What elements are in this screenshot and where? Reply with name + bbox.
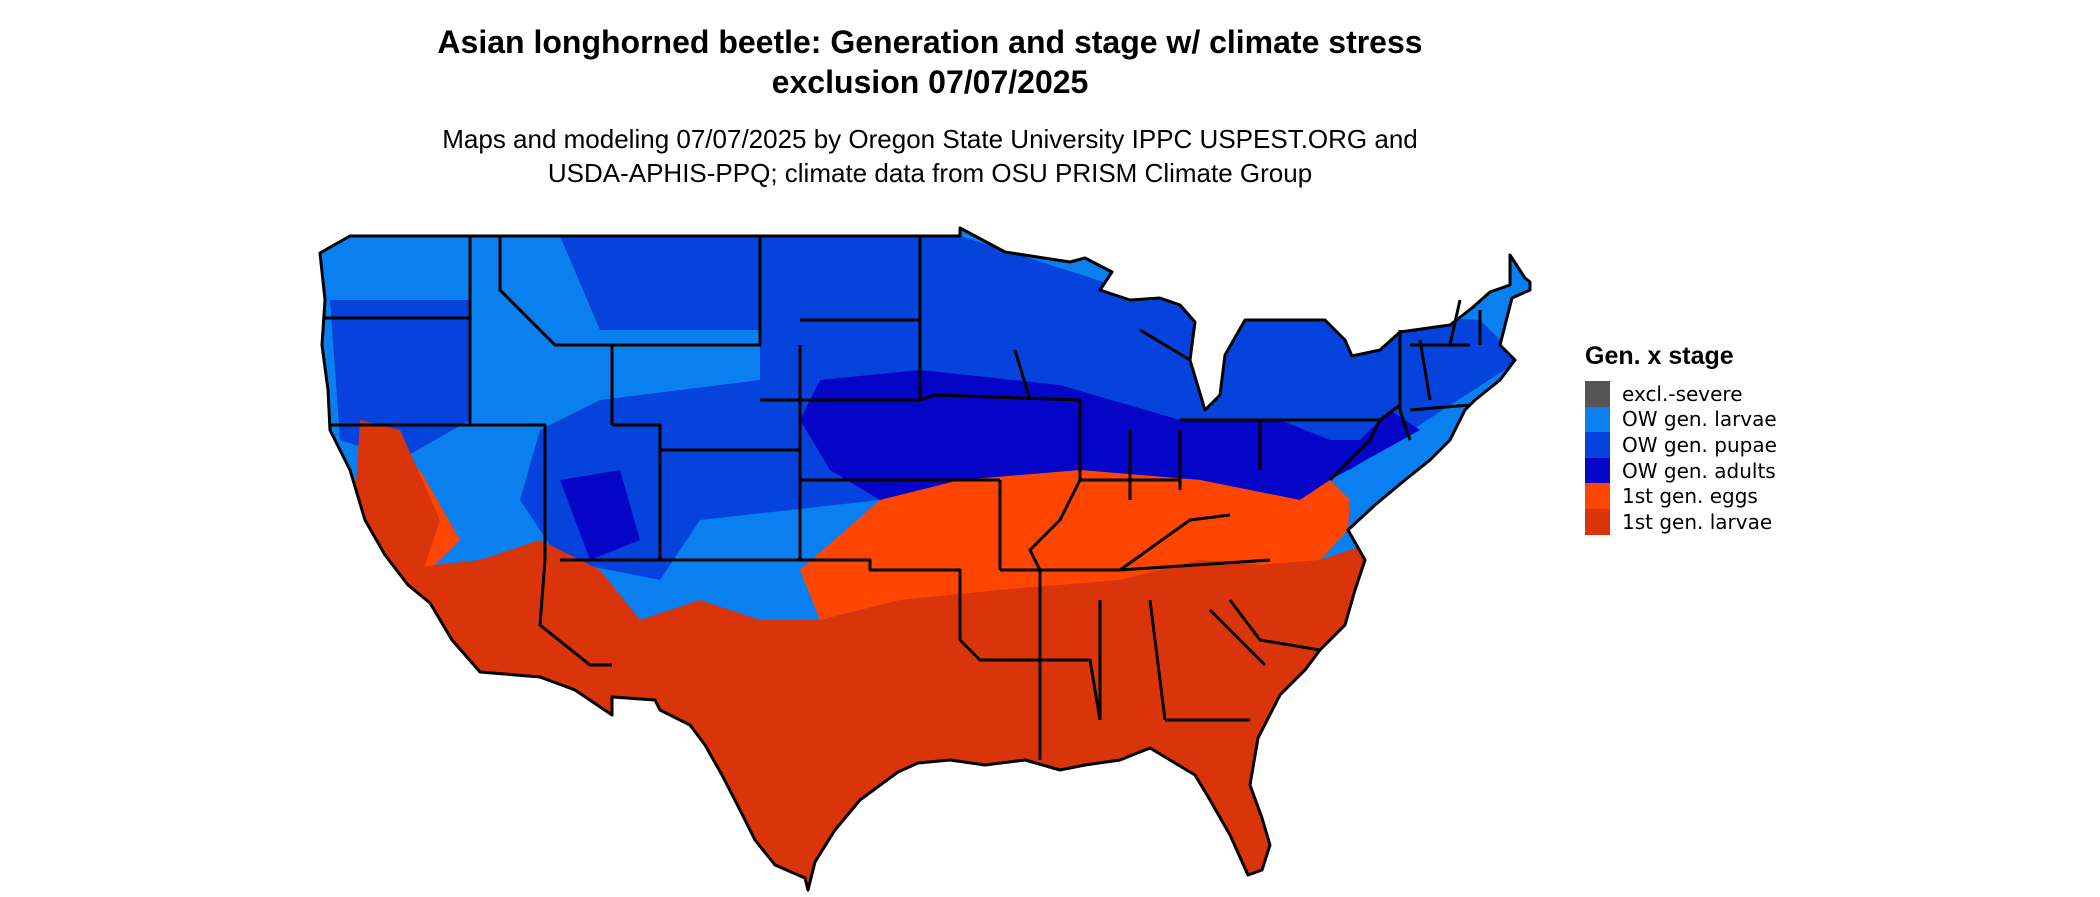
region-1st-eggs <box>800 470 1350 620</box>
legend-swatch <box>1585 381 1610 407</box>
map-subtitle: Maps and modeling 07/07/2025 by Oregon S… <box>0 122 1860 190</box>
legend-item-label: 1st gen. eggs <box>1622 484 1758 509</box>
map-subtitle-line-1: Maps and modeling 07/07/2025 by Oregon S… <box>442 124 1418 154</box>
legend-item-label: OW gen. larvae <box>1622 407 1777 432</box>
legend-swatch <box>1585 432 1610 458</box>
map-title-line-1: Asian longhorned beetle: Generation and … <box>437 24 1423 60</box>
legend-item: excl.-severe <box>1585 381 1777 407</box>
region-ow-adults <box>800 370 1420 500</box>
legend-swatch <box>1585 457 1610 484</box>
legend-item: 1st gen. larvae <box>1585 508 1777 535</box>
legend-item: OW gen. larvae <box>1585 406 1777 433</box>
legend-item-label: OW gen. adults <box>1622 458 1776 483</box>
legend-item-label: excl.-severe <box>1622 381 1743 406</box>
map-subtitle-line-2: USDA-APHIS-PPQ; climate data from OSU PR… <box>547 158 1313 188</box>
legend-swatch <box>1585 406 1610 433</box>
legend: Gen. x stage excl.-severe OW gen. larvae… <box>1585 342 1777 535</box>
legend-swatch <box>1585 508 1610 535</box>
legend-item: OW gen. pupae <box>1585 432 1777 458</box>
legend-swatch <box>1585 483 1610 509</box>
map-title-line-2: exclusion 07/07/2025 <box>771 64 1089 100</box>
legend-item-label: 1st gen. larvae <box>1622 509 1773 534</box>
legend-item: 1st gen. eggs <box>1585 483 1777 509</box>
legend-title: Gen. x stage <box>1585 342 1734 370</box>
legend-item: OW gen. adults <box>1585 457 1777 484</box>
state-borders <box>318 226 1532 892</box>
region-ow-adults-west <box>560 470 640 560</box>
region-ow-pupae-west <box>330 300 470 460</box>
legend-item-label: OW gen. pupae <box>1622 432 1777 457</box>
map-title: Asian longhorned beetle: Generation and … <box>0 22 1860 102</box>
